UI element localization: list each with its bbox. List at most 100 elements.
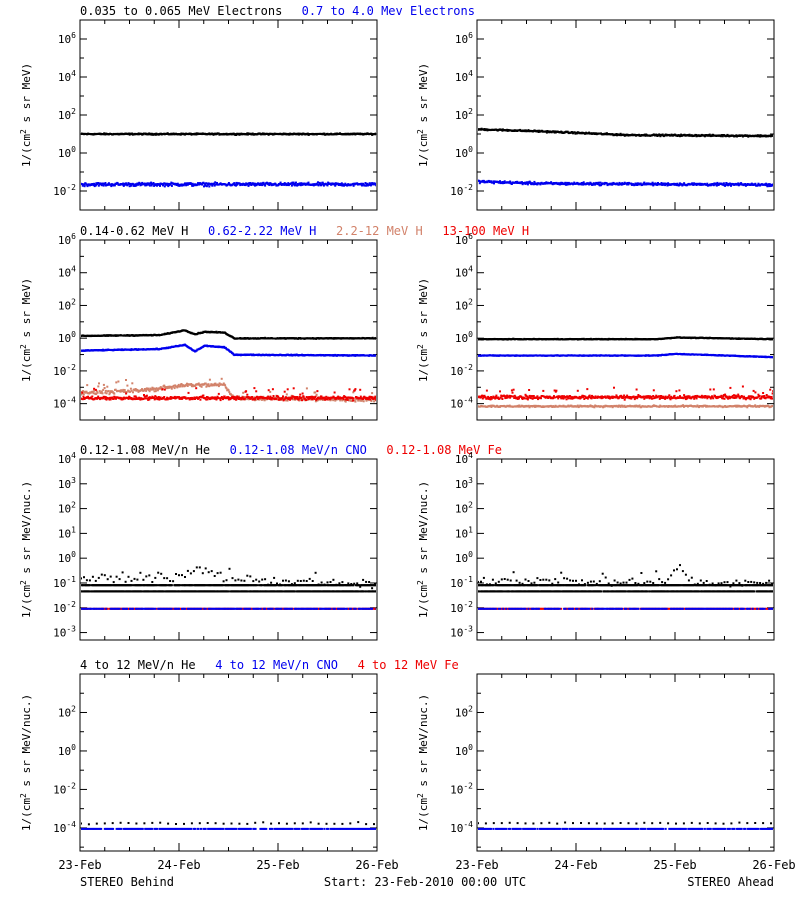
data-point bbox=[286, 388, 289, 391]
data-point bbox=[600, 184, 602, 187]
data-point bbox=[759, 135, 762, 138]
data-point bbox=[213, 384, 216, 387]
data-point bbox=[340, 182, 343, 185]
data-point bbox=[724, 183, 727, 186]
data-point bbox=[597, 181, 600, 184]
data-point bbox=[129, 387, 132, 390]
data-point bbox=[170, 385, 173, 388]
data-point bbox=[143, 395, 146, 398]
data-point bbox=[295, 396, 297, 399]
data-point bbox=[123, 389, 126, 391]
data-point bbox=[711, 134, 713, 137]
data-point bbox=[121, 398, 123, 401]
data-point bbox=[501, 129, 504, 132]
data-point bbox=[678, 184, 681, 186]
data-point bbox=[215, 398, 218, 401]
data-point bbox=[352, 397, 355, 400]
y-tick-label-text: 100 bbox=[58, 330, 76, 345]
data-point bbox=[249, 182, 252, 184]
data-point bbox=[234, 183, 237, 186]
data-point bbox=[319, 182, 322, 185]
data-point bbox=[705, 183, 708, 186]
data-point bbox=[191, 182, 194, 185]
data-point bbox=[344, 182, 347, 185]
data-point bbox=[253, 182, 256, 185]
data-point bbox=[560, 183, 563, 186]
data-point bbox=[352, 391, 355, 394]
data-point bbox=[131, 382, 134, 385]
data-point bbox=[651, 183, 653, 186]
data-point bbox=[691, 182, 694, 185]
data-point bbox=[96, 391, 99, 394]
data-point bbox=[131, 132, 134, 135]
data-point bbox=[232, 397, 235, 399]
data-point bbox=[125, 379, 127, 381]
data-point bbox=[107, 182, 110, 185]
data-point bbox=[134, 388, 137, 390]
series-1 bbox=[478, 352, 773, 359]
data-point bbox=[352, 184, 355, 187]
data-point bbox=[559, 183, 561, 186]
data-point bbox=[245, 133, 248, 136]
data-point bbox=[109, 396, 112, 399]
data-point bbox=[157, 397, 160, 400]
data-point bbox=[128, 132, 131, 135]
data-point bbox=[109, 183, 112, 186]
data-point bbox=[152, 182, 155, 184]
data-point bbox=[729, 182, 732, 185]
data-point bbox=[368, 183, 371, 186]
data-point bbox=[97, 385, 100, 388]
data-point bbox=[222, 382, 225, 385]
data-point bbox=[318, 183, 321, 186]
data-point bbox=[326, 398, 329, 401]
data-point bbox=[300, 396, 303, 399]
data-point bbox=[154, 390, 157, 393]
data-point bbox=[659, 135, 662, 138]
data-point bbox=[286, 183, 289, 186]
data-point bbox=[492, 180, 495, 183]
data-point bbox=[185, 184, 188, 187]
y-tick-label-text: 10-2 bbox=[53, 183, 76, 198]
data-point bbox=[297, 398, 300, 401]
data-point bbox=[160, 386, 163, 389]
data-point bbox=[772, 338, 773, 341]
data-point bbox=[375, 354, 376, 357]
data-point bbox=[259, 182, 262, 185]
data-point bbox=[283, 397, 285, 400]
data-point bbox=[373, 400, 376, 403]
data-point bbox=[366, 182, 369, 185]
data-point bbox=[510, 183, 513, 185]
data-point bbox=[159, 387, 161, 390]
data-point bbox=[369, 398, 372, 401]
data-point bbox=[557, 182, 560, 185]
data-point bbox=[162, 184, 164, 187]
y-tick-label-text: 100 bbox=[58, 145, 76, 160]
y-axis-label: 1/(cm2 s sr MeV) bbox=[416, 63, 430, 167]
data-point bbox=[207, 183, 210, 186]
data-point bbox=[715, 184, 718, 187]
data-point bbox=[292, 181, 295, 184]
data-point bbox=[619, 132, 622, 135]
y-tick-label-text: 104 bbox=[455, 69, 473, 84]
data-point bbox=[111, 396, 114, 399]
data-point bbox=[81, 398, 84, 401]
data-point bbox=[311, 395, 314, 398]
data-point bbox=[728, 183, 731, 186]
data-point bbox=[706, 182, 709, 185]
data-point bbox=[262, 181, 265, 184]
data-point bbox=[317, 398, 319, 401]
data-point bbox=[352, 182, 355, 185]
data-point bbox=[177, 385, 179, 388]
data-point bbox=[301, 392, 304, 395]
data-point bbox=[207, 182, 210, 185]
data-point bbox=[292, 387, 295, 390]
data-point bbox=[206, 398, 209, 401]
data-point bbox=[365, 397, 368, 400]
data-point bbox=[135, 396, 138, 399]
data-point bbox=[764, 184, 767, 187]
data-point bbox=[682, 183, 685, 186]
data-point bbox=[287, 398, 290, 401]
data-point bbox=[102, 184, 105, 187]
data-point bbox=[216, 397, 218, 400]
